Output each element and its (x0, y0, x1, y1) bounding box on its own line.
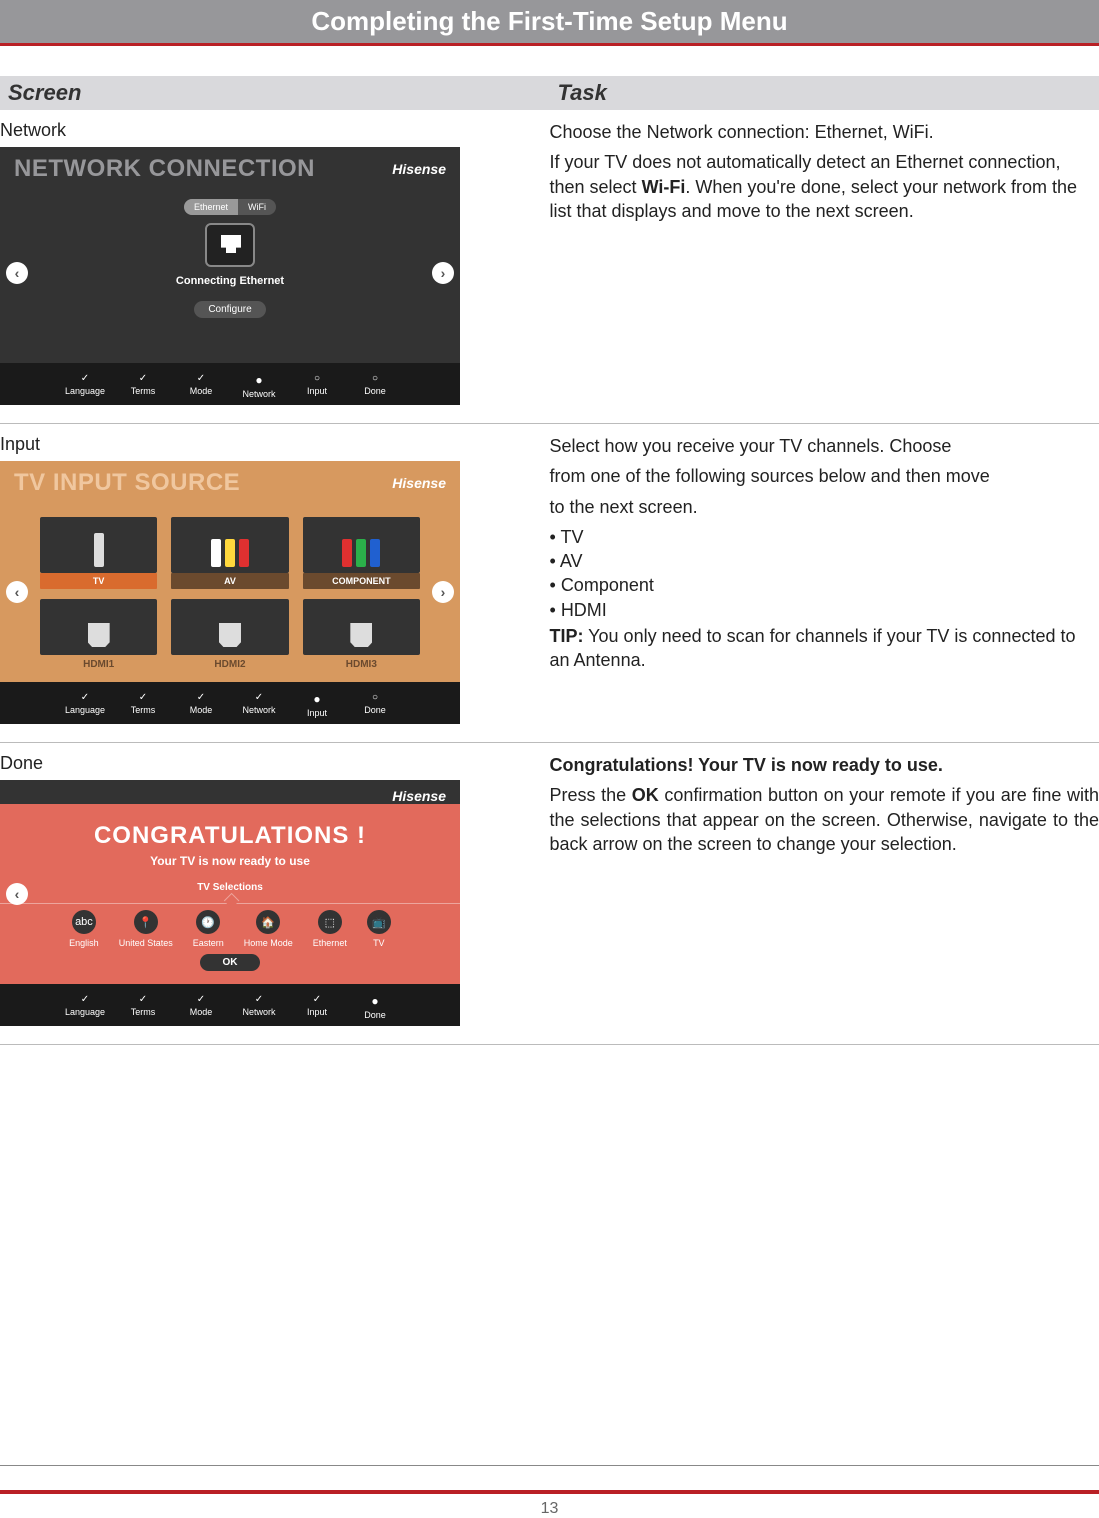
footer-accent (0, 1490, 1099, 1494)
progress-step: Terms (114, 994, 172, 1020)
toggle-wifi[interactable]: WiFi (238, 199, 276, 215)
network-toggle[interactable]: Ethernet WiFi (184, 199, 276, 215)
net-t1: Choose the Network connection: Ethernet,… (550, 120, 1099, 144)
selection-icon: 🏠 (256, 910, 280, 934)
input-screenshot: TV INPUT SOURCE Hisense ‹ › TV AV (0, 461, 460, 724)
nav-right-icon[interactable]: › (432, 262, 454, 284)
progress-step: Terms (114, 692, 172, 718)
page-title: Completing the First-Time Setup Menu (311, 6, 787, 36)
tile-tv[interactable]: TV (40, 517, 157, 589)
tile-hdmi3[interactable]: HDMI3 (303, 599, 420, 670)
selection-icon: abc (72, 910, 96, 934)
progress-step: Mode (172, 692, 230, 718)
input-label: Input (0, 434, 530, 455)
page-number: 13 (0, 1500, 1099, 1518)
tile-hdmi1[interactable]: HDMI1 (40, 599, 157, 670)
selection-item: 🕐Eastern (193, 904, 224, 948)
brand-logo: Hisense (392, 788, 446, 804)
input-tv-title: TV INPUT SOURCE (14, 469, 240, 497)
header-task: Task (550, 76, 1099, 110)
progress-step: Network (230, 692, 288, 718)
row-input: Input TV INPUT SOURCE Hisense ‹ › TV AV (0, 424, 1099, 743)
selection-icon: 📍 (134, 910, 158, 934)
progress-step: Language (56, 994, 114, 1020)
progress-strip: LanguageTermsModeNetworkInputDone (0, 984, 460, 1026)
progress-step: Terms (114, 373, 172, 399)
ethernet-icon (205, 223, 255, 267)
progress-step: Language (56, 373, 114, 399)
progress-step: Network (230, 994, 288, 1020)
network-task: Choose the Network connection: Ethernet,… (550, 120, 1099, 405)
done-label: Done (0, 753, 530, 774)
progress-step: Input (288, 692, 346, 718)
network-screenshot: NETWORK CONNECTION Hisense ‹ › Ethernet … (0, 147, 460, 405)
progress-step: Mode (172, 373, 230, 399)
selection-item: 📍United States (119, 904, 173, 948)
congrats-title: CONGRATULATIONS ! (0, 814, 460, 850)
tile-av[interactable]: AV (171, 517, 288, 589)
progress-step: Done (346, 994, 404, 1020)
progress-step: Network (230, 373, 288, 399)
input-bullets: TV AV Component HDMI (550, 525, 1099, 622)
progress-net: LanguageTermsModeNetworkInputDone (0, 373, 460, 399)
progress-done: LanguageTermsModeNetworkInputDone (0, 994, 460, 1020)
progress-strip: LanguageTermsModeNetworkInputDone (0, 682, 460, 724)
selections-label: TV Selections (0, 882, 460, 893)
row-done: Done Hisense ‹ CONGRATULATIONS ! Your TV… (0, 743, 1099, 1045)
progress-strip: LanguageTermsModeNetworkInputDone (0, 363, 460, 405)
configure-button[interactable]: Configure (194, 301, 265, 318)
progress-step: Input (288, 994, 346, 1020)
progress-step: Done (346, 692, 404, 718)
selection-icon: 📺 (367, 910, 391, 934)
done-screenshot: Hisense ‹ CONGRATULATIONS ! Your TV is n… (0, 780, 460, 1026)
nav-left-icon[interactable]: ‹ (6, 581, 28, 603)
congrats-sub: Your TV is now ready to use (0, 854, 460, 868)
row-network: Network NETWORK CONNECTION Hisense ‹ › E… (0, 110, 1099, 424)
selection-item: 📺TV (367, 904, 391, 948)
ok-button[interactable]: OK (200, 954, 260, 971)
progress-step: Mode (172, 994, 230, 1020)
header-screen: Screen (0, 76, 550, 110)
nav-right-icon[interactable]: › (432, 581, 454, 603)
net-t2: If your TV does not automatically detect… (550, 150, 1099, 223)
progress-step: Input (288, 373, 346, 399)
tile-hdmi2[interactable]: HDMI2 (171, 599, 288, 670)
brand-logo: Hisense (392, 161, 446, 177)
progress-input: LanguageTermsModeNetworkInputDone (0, 692, 460, 718)
selection-item: 🏠Home Mode (244, 904, 293, 948)
network-label: Network (0, 120, 530, 141)
page-title-bar: Completing the First-Time Setup Menu (0, 0, 1099, 46)
progress-step: Language (56, 692, 114, 718)
selection-icons: abcEnglish 📍United States 🕐Eastern 🏠Home Mo… (0, 903, 460, 948)
done-task: Congratulations! Your TV is now ready to… (550, 753, 1099, 1026)
nav-left-icon[interactable]: ‹ (6, 883, 28, 905)
toggle-ethernet[interactable]: Ethernet (184, 199, 238, 215)
selection-item: ⬚Ethernet (313, 904, 347, 948)
table-header: Screen Task (0, 76, 1099, 110)
tile-component[interactable]: COMPONENT (303, 517, 420, 589)
selection-icon: ⬚ (318, 910, 342, 934)
brand-logo: Hisense (392, 475, 446, 491)
input-task: Select how you receive your TV channels.… (550, 434, 1099, 724)
footer-rule (0, 1465, 1099, 1466)
network-tv-title: NETWORK CONNECTION (14, 155, 315, 183)
selection-icon: 🕐 (196, 910, 220, 934)
selection-item: abcEnglish (69, 904, 99, 948)
nav-left-icon[interactable]: ‹ (6, 262, 28, 284)
progress-step: Done (346, 373, 404, 399)
connection-status: Connecting Ethernet (0, 275, 460, 287)
